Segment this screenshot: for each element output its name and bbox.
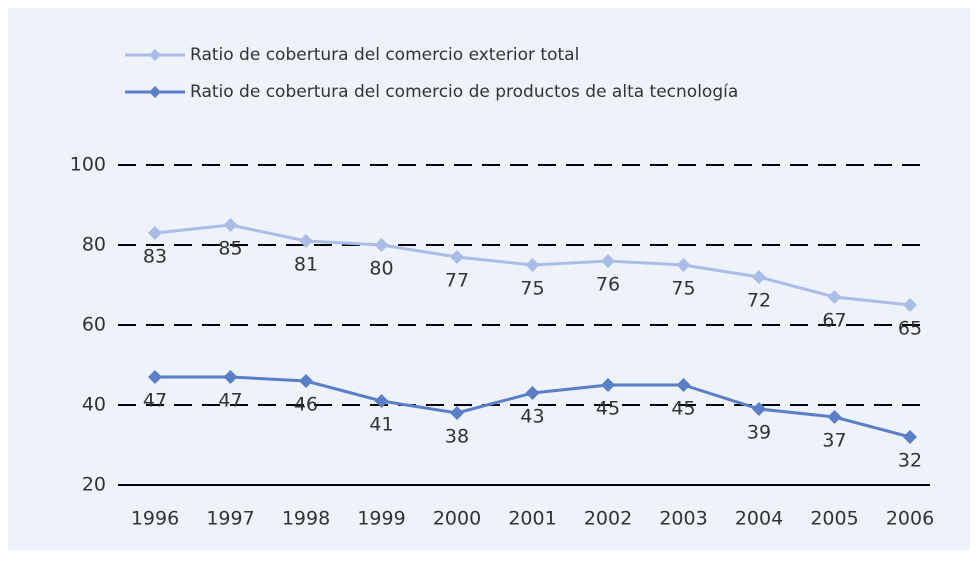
legend-label: Ratio de cobertura del comercio de produ… xyxy=(190,82,738,102)
x-tick-label: 2005 xyxy=(810,508,858,530)
x-tick-label: 2000 xyxy=(433,508,481,530)
x-tick-label: 2006 xyxy=(886,508,934,530)
point xyxy=(525,258,540,272)
x-tick-label: 1998 xyxy=(282,508,330,530)
point xyxy=(374,238,389,252)
data-label: 75 xyxy=(671,278,695,300)
x-tick-label: 1996 xyxy=(131,508,179,530)
data-label: 43 xyxy=(520,406,544,428)
data-label: 41 xyxy=(369,414,393,436)
x-tick-label: 2002 xyxy=(584,508,632,530)
data-label: 46 xyxy=(294,394,318,416)
point xyxy=(148,226,162,240)
point xyxy=(601,378,615,392)
data-label: 32 xyxy=(898,450,922,472)
point xyxy=(299,374,313,388)
point xyxy=(601,254,615,268)
y-tick-label: 80 xyxy=(82,234,106,256)
data-label: 81 xyxy=(294,254,318,276)
point xyxy=(827,290,842,304)
data-label: 45 xyxy=(671,398,695,420)
x-tick-label: 2003 xyxy=(659,508,707,530)
data-label: 39 xyxy=(747,422,771,444)
point xyxy=(903,298,917,312)
x-tick-label: 1997 xyxy=(206,508,254,530)
point xyxy=(525,386,540,400)
data-label: 77 xyxy=(445,270,469,292)
x-tick-label: 1999 xyxy=(357,508,405,530)
chart-background xyxy=(8,8,970,550)
data-label: 38 xyxy=(445,426,469,448)
point xyxy=(450,406,464,420)
legend-marker xyxy=(149,49,161,61)
x-tick-label: 2001 xyxy=(508,508,556,530)
data-label: 37 xyxy=(822,430,846,452)
y-tick-label: 100 xyxy=(70,154,106,176)
legend-marker xyxy=(149,86,161,98)
data-label: 67 xyxy=(822,310,846,332)
point xyxy=(299,234,313,248)
point xyxy=(676,378,691,392)
y-tick-label: 60 xyxy=(82,314,106,336)
point xyxy=(450,250,464,264)
point xyxy=(676,258,691,272)
data-label: 45 xyxy=(596,398,620,420)
point xyxy=(903,430,917,444)
data-label: 83 xyxy=(143,246,167,268)
point xyxy=(752,270,766,284)
x-tick-label: 2004 xyxy=(735,508,783,530)
point xyxy=(148,370,162,384)
data-label: 75 xyxy=(520,278,544,300)
data-label: 76 xyxy=(596,274,620,296)
data-label: 47 xyxy=(218,390,242,412)
point xyxy=(374,394,389,408)
data-label: 80 xyxy=(369,258,393,280)
legend-label: Ratio de cobertura del comercio exterior… xyxy=(190,45,579,65)
y-tick-label: 20 xyxy=(82,474,106,496)
point xyxy=(752,402,766,416)
data-label: 47 xyxy=(143,390,167,412)
y-tick-label: 40 xyxy=(82,394,106,416)
data-label: 85 xyxy=(218,238,242,260)
point xyxy=(223,218,238,232)
point xyxy=(827,410,842,424)
data-label: 72 xyxy=(747,290,771,312)
data-label: 65 xyxy=(898,318,922,340)
point xyxy=(223,370,238,384)
